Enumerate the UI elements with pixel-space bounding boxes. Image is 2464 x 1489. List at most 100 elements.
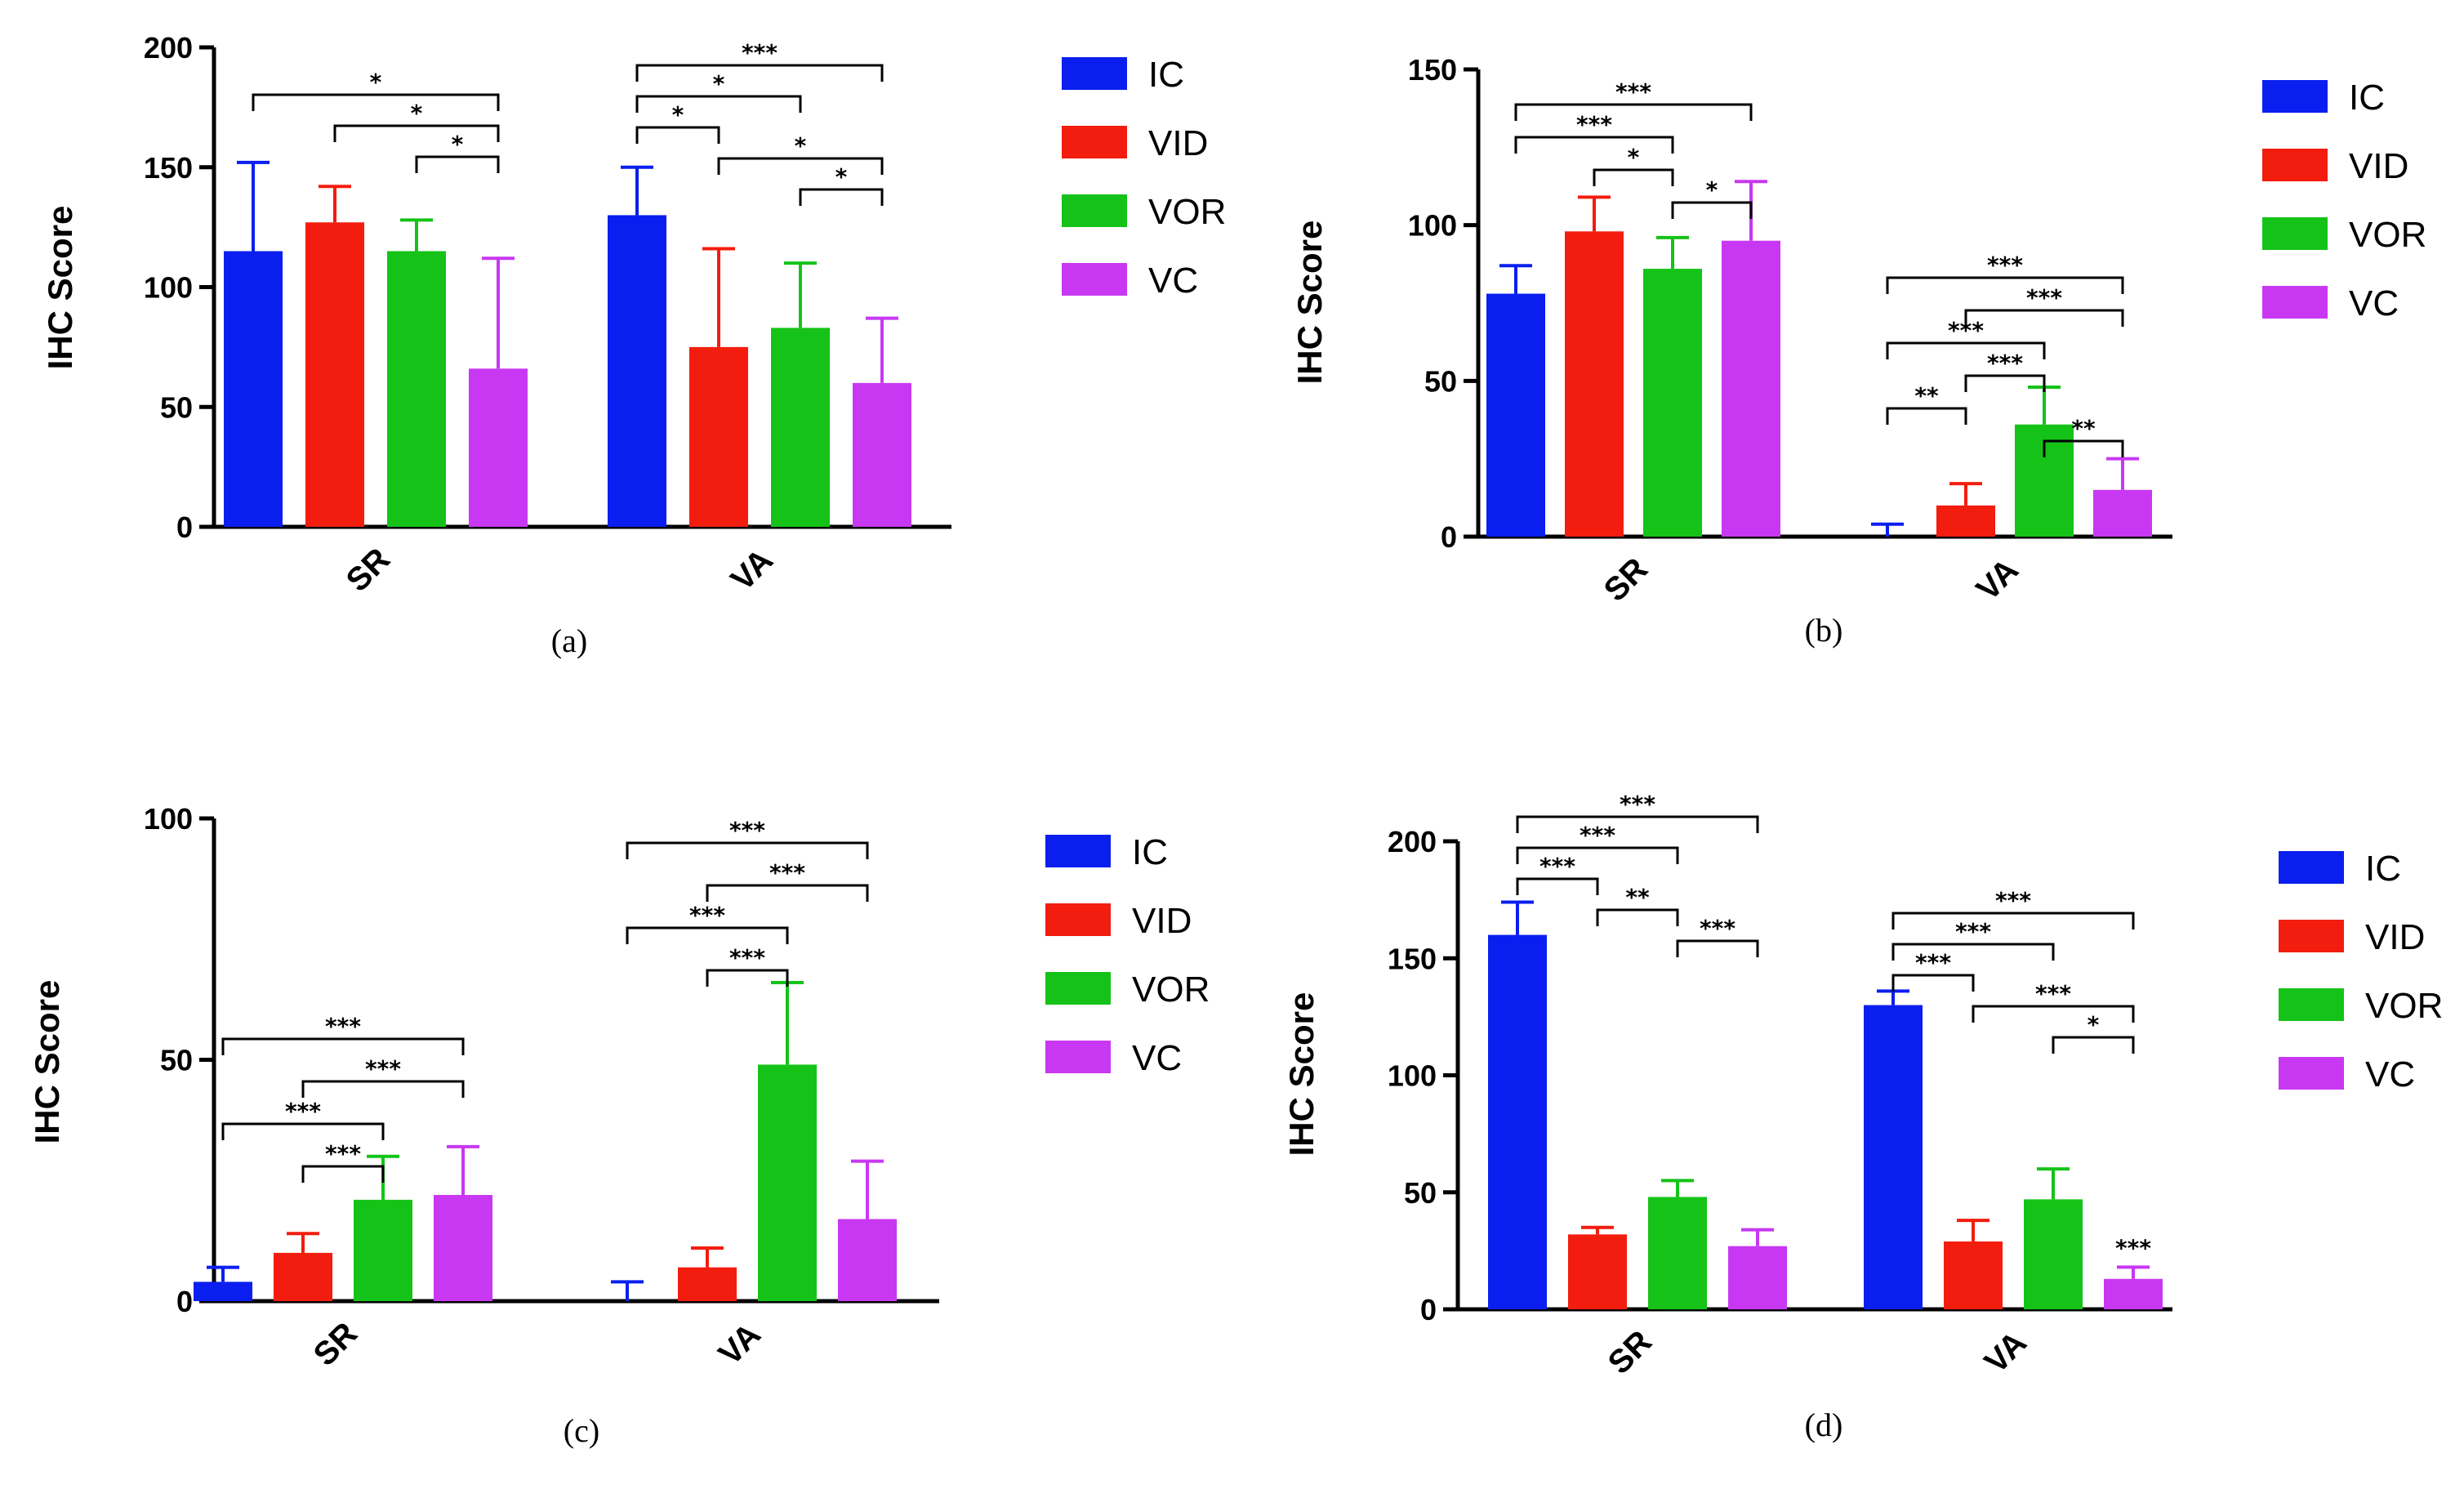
significance-bracket bbox=[333, 124, 500, 142]
significance-bracket bbox=[1596, 908, 1679, 926]
significance-bracket bbox=[415, 155, 500, 173]
legend-label-vor: VOR bbox=[1148, 192, 1226, 232]
y-tick-label: 100 bbox=[1408, 209, 1457, 243]
significance-label: * bbox=[672, 101, 684, 128]
significance-bracket bbox=[799, 188, 884, 206]
legend-swatch-vc bbox=[2262, 286, 2328, 319]
y-axis-title: IHC Score bbox=[1290, 221, 1329, 385]
significance-label: * bbox=[1628, 144, 1640, 171]
panel-caption: (b) bbox=[1805, 612, 1843, 649]
bar-vor-va bbox=[2024, 1199, 2083, 1309]
bar-ic-sr bbox=[194, 1282, 252, 1301]
bar-vid-va bbox=[1936, 505, 1995, 537]
significance-label: *** bbox=[285, 1098, 321, 1125]
significance-bracket bbox=[1891, 974, 1975, 992]
significance-bracket bbox=[2052, 1036, 2135, 1054]
bar-vor-va bbox=[771, 328, 830, 527]
y-axis-title: IHC Score bbox=[41, 206, 79, 370]
y-tick-label: 0 bbox=[1420, 1293, 1437, 1326]
significance-label: *** bbox=[325, 1013, 361, 1040]
significance-label: *** bbox=[1700, 915, 1735, 942]
bar-ic-sr bbox=[224, 251, 283, 527]
bar-vor-va bbox=[758, 1064, 817, 1301]
significance-bracket bbox=[1891, 912, 2135, 930]
panel-caption: (a) bbox=[551, 622, 587, 659]
y-tick-label: 200 bbox=[144, 31, 193, 65]
y-tick-label: 50 bbox=[1424, 364, 1457, 398]
significance-label: *** bbox=[1915, 949, 1951, 976]
significance-bracket bbox=[1964, 309, 2124, 327]
significance-bracket bbox=[1516, 846, 1679, 864]
significance-label: * bbox=[713, 70, 725, 97]
significance-bracket bbox=[301, 1165, 385, 1183]
significance-bracket bbox=[717, 157, 884, 175]
significance-bracket bbox=[1671, 201, 1753, 219]
legend-swatch-vor bbox=[1045, 972, 1111, 1005]
y-tick-label: 0 bbox=[1441, 520, 1457, 554]
significance-bracket bbox=[1593, 168, 1674, 186]
x-category-label: SR bbox=[1602, 1324, 1659, 1381]
legend-label-vid: VID bbox=[2365, 917, 2425, 957]
bar-vor-sr bbox=[387, 251, 446, 527]
significance-bracket bbox=[635, 64, 884, 82]
legend-label-vor: VOR bbox=[1132, 970, 1210, 1010]
x-category-label: SR bbox=[1597, 551, 1655, 609]
bar-vc-va bbox=[2104, 1278, 2163, 1309]
legend-label-vor: VOR bbox=[2365, 986, 2443, 1026]
legend-label-vc: VC bbox=[2365, 1054, 2415, 1094]
significance-bracket bbox=[1514, 136, 1674, 154]
significance-label: *** bbox=[729, 944, 765, 971]
legend-swatch-vc bbox=[1045, 1041, 1111, 1073]
y-tick-label: 200 bbox=[1388, 825, 1437, 858]
panel-caption: (d) bbox=[1805, 1407, 1843, 1443]
legend-swatch-ic bbox=[1045, 835, 1111, 867]
significance-label: *** bbox=[1955, 918, 1991, 945]
significance-label: * bbox=[1706, 176, 1718, 203]
bar-vid-sr bbox=[1568, 1234, 1627, 1309]
bar-vid-va bbox=[1944, 1241, 2003, 1309]
legend-label-vor: VOR bbox=[2349, 215, 2426, 255]
bar-vid-va bbox=[678, 1267, 737, 1301]
bar-vor-sr bbox=[1648, 1197, 1707, 1309]
bar-vc-sr bbox=[1728, 1246, 1787, 1309]
significance-bracket bbox=[252, 93, 500, 111]
legend-label-ic: IC bbox=[2365, 849, 2401, 889]
legend-label-vc: VC bbox=[2349, 283, 2399, 323]
significance-bracket bbox=[1886, 276, 2124, 294]
legend-swatch-ic bbox=[2262, 80, 2328, 113]
significance-bracket bbox=[706, 969, 789, 987]
significance-label: *** bbox=[1615, 78, 1651, 105]
y-tick-label: 150 bbox=[1388, 942, 1437, 975]
y-tick-label: 150 bbox=[1408, 53, 1457, 87]
significance-label: * bbox=[411, 100, 423, 127]
significance-bracket bbox=[1886, 341, 2046, 359]
significance-label: * bbox=[370, 69, 382, 96]
y-axis-title: IHC Score bbox=[28, 980, 66, 1144]
bar-vor-sr bbox=[1643, 269, 1702, 537]
bar-vc-sr bbox=[434, 1194, 492, 1301]
bar-vc-va bbox=[853, 382, 911, 527]
significance-bracket bbox=[635, 95, 802, 113]
y-axis-title: IHC Score bbox=[1282, 992, 1321, 1157]
significance-label: * bbox=[795, 132, 807, 159]
legend-label-vid: VID bbox=[2349, 146, 2408, 186]
bar-vid-va bbox=[689, 346, 748, 527]
legend-swatch-vor bbox=[1062, 194, 1127, 227]
bar-ic-sr bbox=[1488, 934, 1547, 1309]
y-tick-label: 100 bbox=[1388, 1059, 1437, 1093]
y-tick-label: 100 bbox=[144, 271, 193, 305]
bar-vc-va bbox=[2093, 489, 2152, 537]
significance-bracket bbox=[706, 884, 869, 902]
significance-bracket bbox=[301, 1080, 465, 1098]
legend-swatch-ic bbox=[2279, 851, 2344, 884]
y-tick-label: 50 bbox=[1404, 1176, 1437, 1210]
y-tick-label: 50 bbox=[160, 1044, 193, 1077]
bar-vid-sr bbox=[1565, 231, 1624, 537]
significance-bracket bbox=[1964, 374, 2046, 392]
legend-swatch-vid bbox=[1045, 903, 1111, 936]
significance-label: *** bbox=[1539, 853, 1575, 880]
bar-vor-sr bbox=[354, 1199, 412, 1301]
significance-label: *** bbox=[2026, 284, 2062, 311]
y-tick-label: 0 bbox=[176, 1285, 193, 1318]
